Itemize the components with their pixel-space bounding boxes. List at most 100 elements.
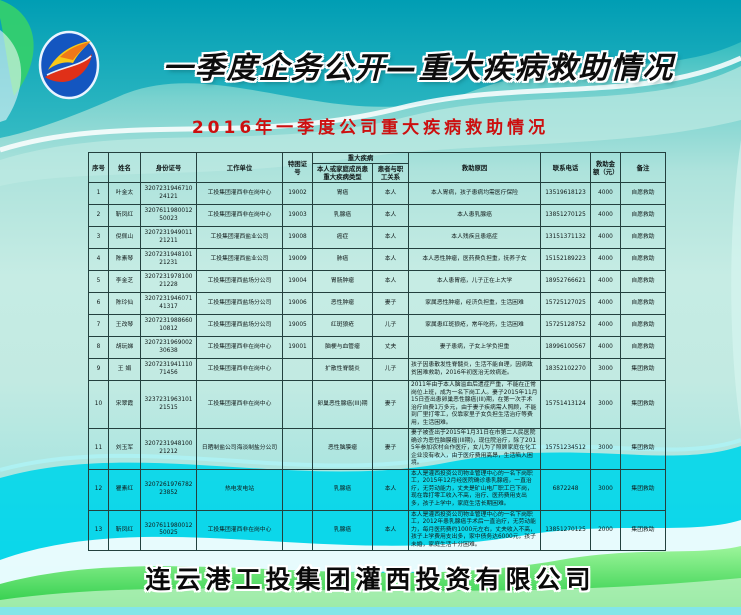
cell-amount: 4000 bbox=[590, 314, 621, 337]
col-header-no: 序号 bbox=[88, 152, 109, 183]
col-header-disease-group: 重大疾病 bbox=[312, 152, 409, 164]
table-row: 10 宋翠霞 323723196310121515 工投集团灌西非在岗中心 卵巢恶性腺癌… bbox=[88, 379, 666, 430]
cell-reason: 本人残疾且患癌症 bbox=[408, 226, 541, 249]
cell-id: 320723194111071456 bbox=[140, 358, 197, 381]
cell-no: 9 bbox=[88, 358, 109, 381]
col-header-reason: 救助原因 bbox=[408, 152, 541, 183]
cell-unit: 工投集团灌西非在岗中心 bbox=[196, 509, 283, 552]
cell-reason: 2011年由于本人脑溢血后遗症严重，不能在正常岗位上班，成为一名下岗工人。妻子2… bbox=[408, 379, 541, 430]
cell-note: 自愿救助 bbox=[620, 292, 666, 315]
cell-name: 刘玉军 bbox=[108, 428, 141, 470]
cell-disease: 卵巢恶性腺癌(III)期 bbox=[312, 379, 373, 430]
cell-id: 320723194671024121 bbox=[140, 182, 197, 205]
poster-title: 一季度企务公开—重大疾病救助情况 bbox=[162, 51, 675, 86]
col-header-cert: 特困证号 bbox=[282, 152, 313, 183]
cell-relation: 儿子 bbox=[372, 358, 409, 381]
cell-phone: 15725127025 bbox=[540, 292, 591, 315]
table-row: 4 陈素琴 320723194810121231 工投集团灌西盐业公司 19009 肺癌本… bbox=[88, 248, 666, 271]
cell-disease: 乳腺癌 bbox=[312, 468, 373, 511]
cell-id: 320723197810021228 bbox=[140, 270, 197, 293]
cell-disease: 恶性肿瘤 bbox=[312, 292, 373, 315]
cell-amount: 3000 bbox=[590, 379, 621, 430]
cell-reason: 本人是灌西投资公司物业管理中心的一名下岗职工，2012年患乳腺癌手术后一直治疗，… bbox=[408, 509, 541, 552]
cell-amount: 4000 bbox=[590, 270, 621, 293]
col-header-id: 身份证号 bbox=[140, 152, 197, 183]
table-row: 5 李金芝 320723197810021228 工投集团灌西盐场分公司 19004 胃肠… bbox=[88, 270, 666, 293]
cell-name: 瞿素红 bbox=[108, 468, 141, 511]
cell-cert: 19006 bbox=[282, 292, 313, 315]
cell-disease: 恶性脑膜瘤 bbox=[312, 428, 373, 470]
col-header-name: 姓名 bbox=[108, 152, 141, 183]
cell-relation: 本人 bbox=[372, 182, 409, 205]
cell-name: 王改琴 bbox=[108, 314, 141, 337]
col-header-disease: 本人或家庭成员患重大疾病类型 bbox=[312, 163, 373, 183]
cell-unit: 工投集团灌西盐场分公司 bbox=[196, 292, 283, 315]
cell-name: 陈素琴 bbox=[108, 248, 141, 271]
cell-name: 靳凤红 bbox=[108, 204, 141, 227]
cell-reason: 本人恶性肿瘤，医药费负担重，抚养子女 bbox=[408, 248, 541, 271]
cell-note: 自愿救助 bbox=[620, 182, 666, 205]
cell-note: 自愿救助 bbox=[620, 248, 666, 271]
cell-no: 6 bbox=[88, 292, 109, 315]
cell-note: 集团救助 bbox=[620, 379, 666, 430]
cell-no: 1 bbox=[88, 182, 109, 205]
cell-note: 集团救助 bbox=[620, 509, 666, 552]
cell-relation: 本人 bbox=[372, 248, 409, 271]
cell-cert: 19008 bbox=[282, 226, 313, 249]
cell-phone: 6872248 bbox=[540, 468, 591, 511]
cell-name: 叶金太 bbox=[108, 182, 141, 205]
cell-cert bbox=[282, 509, 313, 552]
cell-no: 7 bbox=[88, 314, 109, 337]
col-header-note: 备注 bbox=[620, 152, 666, 183]
cell-phone: 15725128752 bbox=[540, 314, 591, 337]
cell-id: 320723194810021212 bbox=[140, 428, 197, 470]
cell-amount: 3000 bbox=[590, 428, 621, 470]
cell-name: 靳凤红 bbox=[108, 509, 141, 552]
cell-relation: 本人 bbox=[372, 509, 409, 552]
cell-phone: 13851270125 bbox=[540, 204, 591, 227]
cell-name: 陈玲仙 bbox=[108, 292, 141, 315]
cell-id: 320726197678223852 bbox=[140, 468, 197, 511]
cell-cert: 19009 bbox=[282, 248, 313, 271]
cell-relation: 本人 bbox=[372, 226, 409, 249]
col-header-relation: 患者与职工关系 bbox=[372, 163, 409, 183]
assistance-table: 序号 姓名 身份证号 工作单位 特困证号 重大疾病 救助原因 联系电话 救助金额… bbox=[88, 152, 666, 552]
cell-no: 5 bbox=[88, 270, 109, 293]
cell-reason: 孩子因患散发性脊髓炎，生活不能自理，因病致贫困难救助，2016年初医治无效病逝。 bbox=[408, 358, 541, 381]
cell-disease: 胃癌 bbox=[312, 182, 373, 205]
cell-phone: 18996100567 bbox=[540, 336, 591, 359]
cell-phone: 13151371132 bbox=[540, 226, 591, 249]
cell-relation: 本人 bbox=[372, 204, 409, 227]
cell-cert bbox=[282, 428, 313, 470]
cell-disease: 肺癌 bbox=[312, 248, 373, 271]
banner: 一季度企务公开—重大疾病救助情况 bbox=[38, 26, 723, 104]
cell-relation: 本人 bbox=[372, 270, 409, 293]
table-row: 1 叶金太 320723194671024121 工投集团灌西非在岗中心 19002 胃癌… bbox=[88, 182, 666, 205]
cell-unit: 工投集团灌西盐业公司 bbox=[196, 248, 283, 271]
cell-no: 12 bbox=[88, 468, 109, 511]
cell-disease: 胃肠肿瘤 bbox=[312, 270, 373, 293]
cell-id: 320723194901121211 bbox=[140, 226, 197, 249]
cell-unit: 工投集团灌西盐场分公司 bbox=[196, 314, 283, 337]
cell-id: 320723196900230638 bbox=[140, 336, 197, 359]
cell-relation: 儿子 bbox=[372, 314, 409, 337]
poster-subtitle: 2016年一季度公司重大疾病救助情况 bbox=[191, 118, 550, 138]
cell-reason: 家属患红斑狼疮，常年吃药，生活困难 bbox=[408, 314, 541, 337]
cell-cert bbox=[282, 468, 313, 511]
table-row: 11 刘玉军 320723194810021212 日晒制盐公司海淡制盐分公司 恶性脑膜… bbox=[88, 428, 666, 470]
cell-id: 320723194607141317 bbox=[140, 292, 197, 315]
cell-reason: 本人患乳腺癌 bbox=[408, 204, 541, 227]
cell-disease: 癌症 bbox=[312, 226, 373, 249]
cell-no: 4 bbox=[88, 248, 109, 271]
table-row: 3 倪佩山 320723194901121211 工投集团灌西盐业公司 19008 癌症本… bbox=[88, 226, 666, 249]
cell-note: 集团救助 bbox=[620, 428, 666, 470]
cell-amount: 3000 bbox=[590, 468, 621, 511]
cell-reason: 妻子被查出于2015年1月31日在市第二人民医院确诊为恶性脑膜瘤(III期)，现… bbox=[408, 428, 541, 470]
cell-name: 倪佩山 bbox=[108, 226, 141, 249]
cell-note: 自愿救助 bbox=[620, 204, 666, 227]
cell-amount: 4000 bbox=[590, 336, 621, 359]
cell-note: 集团救助 bbox=[620, 358, 666, 381]
cell-disease: 乳腺癌 bbox=[312, 204, 373, 227]
cell-cert: 19002 bbox=[282, 182, 313, 205]
